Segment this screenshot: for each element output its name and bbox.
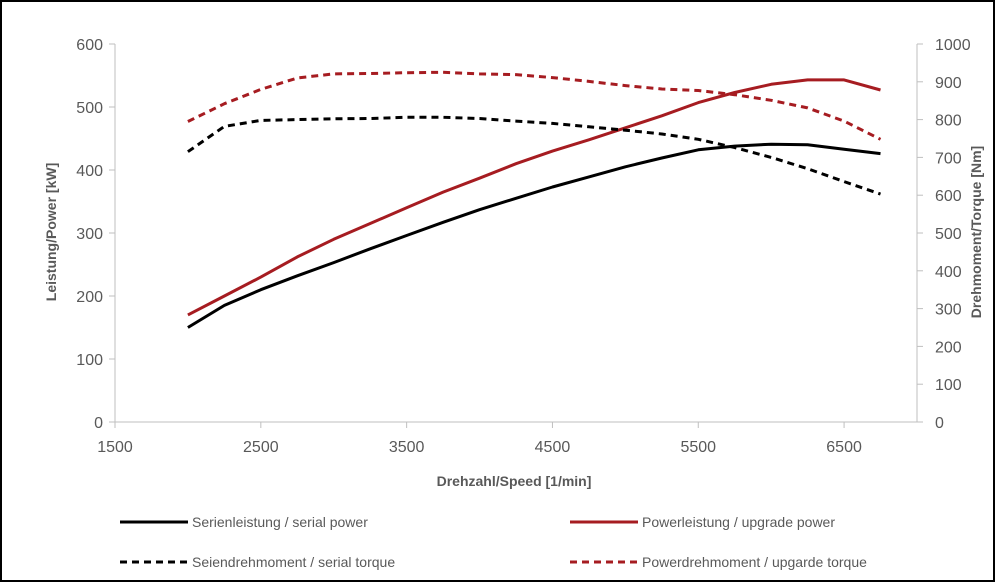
y-left-tick-label: 0 (94, 415, 103, 432)
y-left-tick-label: 400 (76, 163, 103, 180)
y-right-tick-label: 200 (935, 339, 962, 356)
x-tick-label: 1500 (97, 439, 133, 456)
y-right-tick-label: 500 (935, 226, 962, 243)
plot-area: 0 100 200 300 400 500 600 0 100 200 300 400 500 600 70… (76, 37, 970, 456)
x-axis-title: Drehzahl/Speed [1/min] (437, 473, 592, 489)
legend-label-4: Powerdrehmoment / upgarde torque (642, 554, 867, 570)
x-tick-label: 5500 (680, 439, 716, 456)
y-right-tick-label: 1000 (935, 37, 971, 54)
x-tick-label: 3500 (389, 439, 425, 456)
y-left-tick-label: 200 (76, 289, 103, 306)
x-tick-label: 2500 (243, 439, 279, 456)
legend-label-1: Serienleistung / serial power (192, 514, 368, 530)
legend-label-2: Powerleistung / upgrade power (642, 514, 835, 530)
y-left-tick-label: 500 (76, 100, 103, 117)
y-axis-right-title: Drehmoment/Torque [Nm] (968, 146, 984, 318)
legend-label-3: Seiendrehmoment / serial torque (192, 554, 395, 570)
y-axis-left-title: Leistung/Power [kW] (43, 163, 59, 301)
y-right-tick-label: 800 (935, 113, 962, 130)
y-right-tick-label: 0 (935, 415, 944, 432)
y-right-tick-label: 700 (935, 150, 962, 167)
series-line-1 (187, 142, 881, 329)
y-right-tick-label: 300 (935, 302, 962, 319)
series-line-3 (187, 115, 881, 196)
series-line-2 (187, 78, 881, 317)
y-left-tick-label: 600 (76, 37, 103, 54)
y-right-tick-label: 400 (935, 264, 962, 281)
legend: Serienleistung / serial power Powerleistu… (120, 514, 867, 570)
x-tick-label: 6500 (826, 439, 862, 456)
x-tick-label: 4500 (535, 439, 571, 456)
y-left-tick-label: 300 (76, 226, 103, 243)
y-right-tick-label: 600 (935, 188, 962, 205)
y-right-tick-label: 100 (935, 377, 962, 394)
y-left-tick-label: 100 (76, 352, 103, 369)
y-right-tick-label: 900 (935, 75, 962, 92)
series-line-4 (187, 70, 882, 141)
